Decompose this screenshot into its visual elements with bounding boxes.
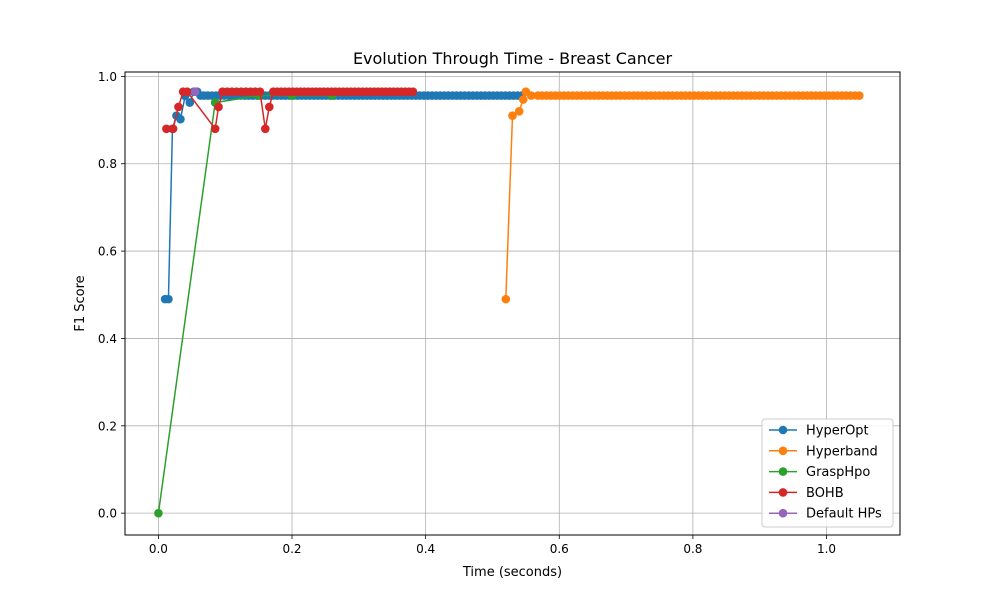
legend: HyperOpt Hyperband GraspHpo BOHB Default HPs xyxy=(761,418,894,528)
legend-label: Hyperband xyxy=(806,444,878,459)
data-point xyxy=(518,95,528,104)
y-tick-label: 0.2 xyxy=(98,419,117,433)
legend-box xyxy=(761,418,894,528)
data-point xyxy=(185,98,195,107)
data-point xyxy=(176,114,185,124)
legend-label: BOHB xyxy=(806,486,844,501)
x-tick-label: 0.4 xyxy=(416,542,435,556)
data-point xyxy=(501,294,511,304)
y-tick-label: 1.0 xyxy=(98,70,117,84)
data-point xyxy=(214,102,223,112)
data-point xyxy=(164,294,173,304)
plot-frame xyxy=(124,71,901,536)
series-layer xyxy=(154,87,864,518)
data-point xyxy=(190,87,200,96)
x-axis: 0.0 0.2 0.4 0.6 0.8 1.0 xyxy=(149,535,836,556)
data-point xyxy=(154,508,163,518)
legend-marker xyxy=(778,446,788,456)
data-point xyxy=(174,102,183,112)
chart-title: Evolution Through Time - Breast Cancer xyxy=(353,49,673,68)
y-axis: 0.0 0.2 0.4 0.6 0.8 1.0 xyxy=(98,70,125,521)
legend-item: Hyperband xyxy=(769,444,878,459)
data-point xyxy=(408,87,418,96)
legend-item: HyperOpt xyxy=(769,424,869,439)
x-tick-label: 0.0 xyxy=(149,542,168,556)
x-tick-label: 0.6 xyxy=(550,542,569,556)
legend-marker xyxy=(778,467,788,476)
legend-marker xyxy=(778,425,788,435)
legend-item: Default HPs xyxy=(769,507,882,522)
legend-marker xyxy=(778,488,788,497)
data-point xyxy=(526,91,536,100)
legend-item: BOHB xyxy=(769,486,844,501)
legend-label: Default HPs xyxy=(806,507,882,522)
y-tick-label: 0.8 xyxy=(98,157,117,171)
legend-label: HyperOpt xyxy=(806,424,869,439)
data-point xyxy=(162,124,171,134)
data-point xyxy=(514,107,524,116)
legend-label: GraspHpo xyxy=(806,465,870,480)
data-point xyxy=(182,87,192,96)
series-default-hps xyxy=(190,87,200,96)
series-hyperband xyxy=(501,87,864,304)
x-tick-label: 0.8 xyxy=(683,542,702,556)
data-point xyxy=(265,102,274,112)
series-bohb xyxy=(162,87,418,134)
y-tick-label: 0.6 xyxy=(98,245,117,259)
data-point xyxy=(168,124,178,134)
legend-item: GraspHpo xyxy=(769,465,870,480)
y-axis-label: F1 Score xyxy=(73,275,88,331)
x-tick-label: 0.2 xyxy=(282,542,301,556)
y-tick-label: 0.0 xyxy=(98,507,117,521)
data-point xyxy=(261,124,270,134)
data-point xyxy=(854,91,864,100)
x-axis-label: Time (seconds) xyxy=(462,565,562,580)
data-point xyxy=(508,111,517,120)
data-point xyxy=(210,124,220,134)
x-tick-label: 1.0 xyxy=(817,542,836,556)
data-point xyxy=(255,87,265,96)
legend-marker xyxy=(778,508,788,518)
y-tick-label: 0.4 xyxy=(98,332,117,346)
